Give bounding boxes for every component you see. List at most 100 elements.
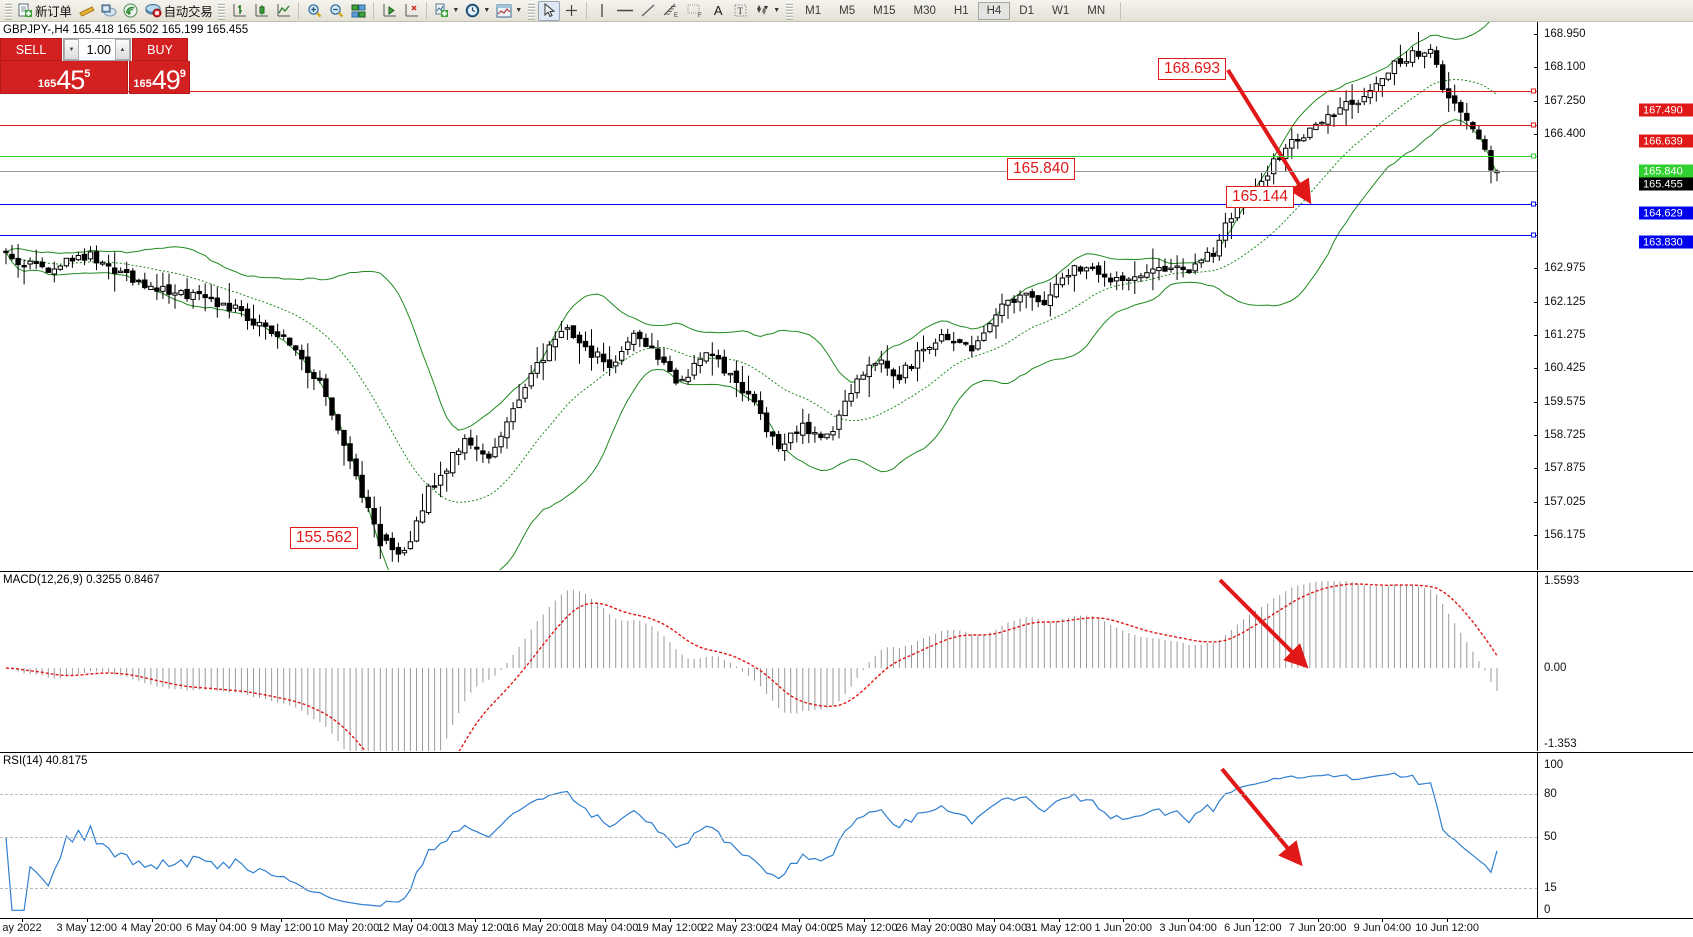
price-level-handle[interactable]	[1531, 153, 1536, 159]
line-chart-button[interactable]	[272, 1, 294, 21]
cloud-data-icon	[101, 3, 117, 18]
network-button[interactable]	[120, 1, 142, 21]
resistance-tag-166639[interactable]: 166.639	[1639, 134, 1693, 148]
sell-price-display[interactable]: 165 45 5	[0, 61, 129, 94]
fibonacci-retracement-button[interactable]: E	[659, 1, 683, 21]
new-order-button[interactable]: 新订单	[15, 1, 75, 21]
indicators-button[interactable]: ▼	[431, 1, 462, 21]
price-level-handle[interactable]	[1531, 88, 1536, 94]
timeframe-button-d1[interactable]: D1	[1019, 4, 1034, 17]
timeframe-button-m5[interactable]: M5	[839, 4, 856, 17]
price-level-handle[interactable]	[1531, 122, 1536, 128]
toolbar-grip-1[interactable]	[5, 1, 12, 20]
level-tag-164629[interactable]: 164.629	[1639, 206, 1693, 220]
toolbar-grip-3[interactable]	[528, 1, 536, 20]
macd-ytick-label: 0.00	[1544, 662, 1567, 675]
data-window-button[interactable]	[98, 1, 120, 21]
text-button[interactable]: A	[707, 1, 729, 21]
time-axis-label: ay 2022	[2, 922, 42, 934]
auto-scroll-button[interactable]	[378, 1, 400, 21]
rsi-pane[interactable]: RSI(14) 40.8175 100 80 50 15 0	[0, 752, 1693, 918]
sell-button[interactable]: SELL	[0, 38, 62, 61]
price-level-line-164629[interactable]	[0, 203, 1537, 205]
buy-button[interactable]: BUY	[132, 38, 188, 61]
time-axis-tick	[734, 919, 736, 922]
level-tag-163830[interactable]: 163.830	[1639, 235, 1693, 249]
chevron-down-icon[interactable]: ▼	[515, 7, 523, 14]
timeframe-button-h1[interactable]: H1	[953, 4, 969, 17]
time-axis-tick	[864, 919, 866, 922]
price-axis[interactable]: 168.950 168.100 167.250 166.400 162.975 162.1…	[1534, 22, 1693, 570]
autotrading-button[interactable]: 自动交易	[142, 1, 216, 21]
periods-button[interactable]: ▼	[462, 1, 493, 21]
note-155562[interactable]: 155.562	[290, 527, 359, 549]
timeframe-button-w1[interactable]: W1	[1052, 4, 1070, 17]
price-plot[interactable]	[0, 22, 1693, 570]
channel-button[interactable]: F	[683, 1, 707, 21]
chart-symbol-header: GBPJPY-,H4 165.418 165.502 165.199 165.4…	[3, 24, 249, 36]
time-axis-label: 7 Jun 20:00	[1288, 922, 1347, 934]
price-level-line-166639[interactable]	[0, 124, 1537, 126]
note-165840[interactable]: 165.840	[1007, 158, 1076, 180]
price-ytick-mark	[1534, 335, 1538, 336]
price-level-handle[interactable]	[1531, 232, 1536, 238]
note-165144[interactable]: 165.144	[1226, 186, 1295, 208]
objects-button[interactable]: ▼	[751, 1, 783, 21]
cursor-button[interactable]	[538, 0, 561, 21]
support-tag-165840[interactable]: 165.840	[1639, 164, 1693, 178]
price-ytick-mark	[1534, 301, 1538, 303]
price-level-line-16584[interactable]	[0, 156, 1537, 158]
zoom-in-button[interactable]	[303, 1, 325, 21]
volume-increase-button[interactable]: ▲	[115, 39, 130, 60]
chart-area[interactable]: 168.950 168.100 167.250 166.400 162.975 162.1…	[0, 22, 1693, 937]
horizontal-line-button[interactable]	[613, 1, 637, 21]
price-level-handle[interactable]	[1531, 201, 1536, 207]
price-ytick-label: 159.575	[1544, 395, 1586, 408]
timeframe-button-m15[interactable]: M15	[873, 4, 896, 17]
buy-price-big: 49	[151, 65, 181, 95]
chevron-down-icon[interactable]: ▼	[773, 7, 781, 14]
clock-icon	[465, 3, 480, 18]
chevron-down-icon[interactable]: ▼	[483, 7, 491, 14]
resistance-tag-167490[interactable]: 167.490	[1639, 103, 1693, 117]
candlestick-chart-button[interactable]	[250, 1, 272, 21]
text-label-button[interactable]: T	[729, 1, 751, 21]
chevron-down-icon[interactable]: ▼	[452, 7, 460, 14]
time-axis[interactable]: ay 2022 3 May 12:00 4 May 20:00 6 May 04:00…	[0, 918, 1693, 937]
macd-plot[interactable]	[0, 572, 1693, 751]
toolbar-grip-2[interactable]	[218, 1, 226, 20]
macd-axis[interactable]: 1.5593 0.00 -1.353	[1537, 572, 1693, 751]
volume-stepper[interactable]: ▼ 1.00 ▲	[63, 38, 131, 61]
timeframe-button-m30[interactable]: M30	[913, 4, 936, 17]
price-level-line-165455[interactable]	[0, 171, 1537, 173]
price-level-line-16383[interactable]	[0, 234, 1537, 236]
tile-windows-button[interactable]	[347, 1, 369, 21]
last-price-tag-165455[interactable]: 165.455	[1639, 177, 1693, 191]
volume-decrease-button[interactable]: ▼	[64, 39, 79, 60]
trendline-button[interactable]	[637, 1, 659, 21]
zoom-out-button[interactable]	[325, 1, 347, 21]
rsi-level-50	[0, 837, 1537, 839]
rsi-plot[interactable]	[0, 753, 1693, 918]
timeframe-button-h4[interactable]: H4	[977, 1, 1011, 20]
timeframe-button-mn[interactable]: MN	[1087, 4, 1106, 17]
vertical-line-button[interactable]	[591, 1, 613, 21]
timeframe-button-m1[interactable]: M1	[805, 4, 822, 17]
rsi-level-15	[0, 888, 1537, 890]
buy-price-display[interactable]: 165 49 9	[129, 61, 190, 94]
expert-advisor-button[interactable]	[75, 1, 98, 21]
templates-button[interactable]: ▼	[493, 1, 525, 21]
note-168693[interactable]: 168.693	[1158, 58, 1227, 80]
price-pane[interactable]: 168.950 168.100 167.250 166.400 162.975 162.1…	[0, 22, 1693, 570]
chart-shift-button[interactable]	[400, 1, 422, 21]
crosshair-button[interactable]	[560, 1, 582, 21]
horizontal-line-icon	[616, 3, 634, 18]
bar-chart-button[interactable]	[228, 1, 250, 21]
price-level-line-16749[interactable]	[0, 91, 1537, 93]
volume-value[interactable]: 1.00	[86, 42, 111, 57]
time-axis-label: 9 Jun 04:00	[1353, 922, 1412, 934]
toolbar-grip-4[interactable]	[786, 1, 794, 20]
rsi-axis[interactable]: 100 80 50 15 0	[1537, 753, 1693, 918]
macd-pane[interactable]: MACD(12,26,9) 0.3255 0.8467 1.5593 0.00 -1…	[0, 571, 1693, 751]
time-axis-label: 25 May 12:00	[830, 922, 898, 934]
